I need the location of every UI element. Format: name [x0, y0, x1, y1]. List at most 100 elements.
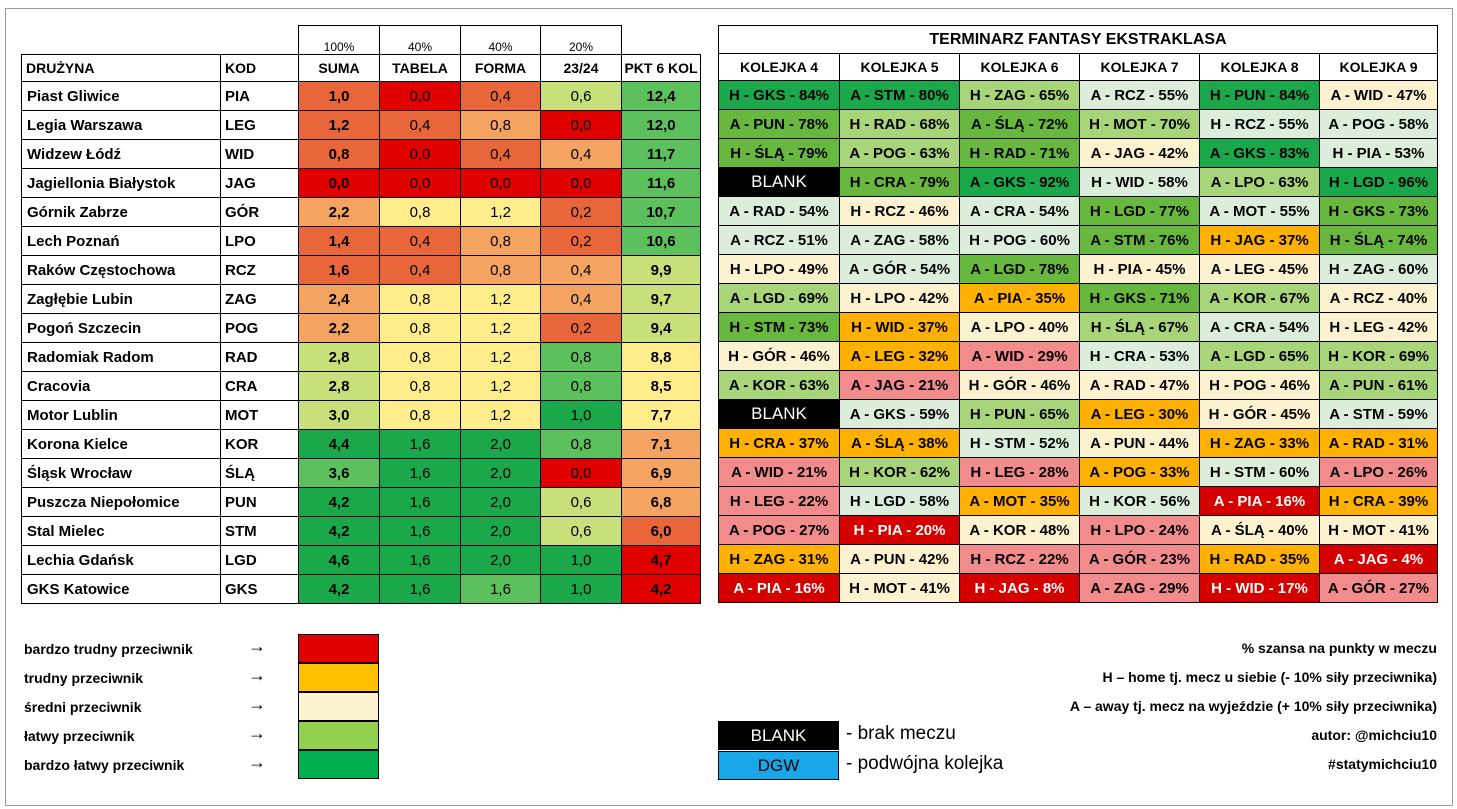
- arrow-icon: →: [248, 752, 266, 772]
- forma-value: 0,8: [460, 226, 541, 256]
- fixture-cell: H - GÓR - 45%: [1199, 399, 1320, 429]
- fixture-cell: H - GKS - 84%: [718, 80, 840, 110]
- dgw-key-box: DGW: [718, 751, 839, 780]
- team-name: Legia Warszawa: [21, 110, 221, 140]
- fixture-cell: H - RCZ - 46%: [839, 196, 960, 226]
- column-header: DRUŻYNA: [21, 54, 221, 82]
- suma-value: 4,4: [298, 429, 380, 459]
- forma-value: 1,2: [460, 313, 541, 343]
- team-name: Radomiak Radom: [21, 342, 221, 372]
- fixture-cell: H - RCZ - 22%: [959, 544, 1080, 574]
- fixture-cell: A - LEG - 45%: [1199, 254, 1320, 284]
- fixture-cell: H - RAD - 35%: [1199, 544, 1320, 574]
- weight-label: 40%: [460, 25, 541, 55]
- legend-color-swatch: [298, 721, 379, 750]
- team-name: Pogoń Szczecin: [21, 313, 221, 343]
- tabela-value: 0,8: [379, 371, 461, 401]
- fixture-cell: A - RCZ - 55%: [1079, 80, 1200, 110]
- team-name: Lechia Gdańsk: [21, 545, 221, 575]
- fixture-cell: A - GKS - 83%: [1199, 138, 1320, 168]
- fixture-cell: H - LEG - 28%: [959, 457, 1080, 487]
- round-header: KOLEJKA 5: [839, 53, 960, 81]
- fixture-cell: H - PUN - 65%: [959, 399, 1080, 429]
- forma-value: 1,2: [460, 400, 541, 430]
- prev-season-value: 0,0: [540, 168, 622, 198]
- fixture-cell: H - GÓR - 46%: [718, 341, 840, 371]
- fixture-cell: H - KOR - 56%: [1079, 486, 1200, 516]
- fixture-row: H - CRA - 37% A - ŚLĄ - 38% H - STM - 52% A…: [718, 428, 1438, 458]
- fixture-cell: A - KOR - 67%: [1199, 283, 1320, 313]
- weight-label: 40%: [379, 25, 461, 55]
- points-6-rounds-value: 11,6: [621, 168, 701, 198]
- fixture-cell: H - PIA - 45%: [1079, 254, 1200, 284]
- suma-value: 2,4: [298, 284, 380, 314]
- empty-head-cell: [221, 26, 299, 55]
- fixture-cell: A - JAG - 42%: [1079, 138, 1200, 168]
- prev-season-value: 0,6: [540, 81, 622, 111]
- points-6-rounds-value: 7,1: [621, 429, 701, 459]
- suma-value: 1,0: [298, 81, 380, 111]
- tabela-value: 1,6: [379, 545, 461, 575]
- forma-value: 0,8: [460, 110, 541, 140]
- team-row: Górnik Zabrze GÓR 2,2 0,8 1,2 0,2 10,7: [21, 197, 701, 227]
- team-code: POG: [220, 313, 299, 343]
- team-row: Korona Kielce KOR 4,4 1,6 2,0 0,8 7,1: [21, 429, 701, 459]
- fixture-cell: H - POG - 60%: [959, 225, 1080, 255]
- fixture-row: H - GÓR - 46% A - LEG - 32% A - WID - 29% H…: [718, 341, 1438, 371]
- fixture-row: A - KOR - 63% A - JAG - 21% H - GÓR - 46% A…: [718, 370, 1438, 400]
- fixture-row: A - POG - 27% H - PIA - 20% A - KOR - 48% H…: [718, 515, 1438, 545]
- fixture-cell: A - STM - 76%: [1079, 225, 1200, 255]
- fixture-cell: A - PIA - 35%: [959, 283, 1080, 313]
- fixture-cell: H - POG - 46%: [1199, 370, 1320, 400]
- weight-label: 100%: [298, 25, 380, 55]
- team-row: Lechia Gdańsk LGD 4,6 1,6 2,0 1,0 4,7: [21, 545, 701, 575]
- fixture-cell: A - STM - 59%: [1319, 399, 1438, 429]
- sheet-frame: [5, 8, 1453, 806]
- prev-season-value: 0,2: [540, 226, 622, 256]
- fixture-cell: A - WID - 21%: [718, 457, 840, 487]
- team-row: Jagiellonia Białystok JAG 0,0 0,0 0,0 0,0 11,6: [21, 168, 701, 198]
- suma-value: 4,2: [298, 516, 380, 546]
- prev-season-value: 0,2: [540, 313, 622, 343]
- round-header: KOLEJKA 4: [718, 53, 840, 81]
- legend-label: łatwy przeciwnik: [24, 727, 135, 744]
- suma-value: 1,2: [298, 110, 380, 140]
- forma-value: 2,0: [460, 429, 541, 459]
- legend-label: średni przeciwnik: [24, 698, 142, 715]
- suma-value: 2,8: [298, 371, 380, 401]
- fixture-row: H - ZAG - 31% A - PUN - 42% H - RCZ - 22% A…: [718, 544, 1438, 574]
- fixture-row: A - PUN - 78% H - RAD - 68% A - ŚLĄ - 72% H…: [718, 109, 1438, 139]
- fixture-cell: A - CRA - 54%: [1199, 312, 1320, 342]
- fixture-cell: H - CRA - 79%: [839, 167, 960, 197]
- fixture-cell: A - WID - 29%: [959, 341, 1080, 371]
- fixture-cell: H - RAD - 71%: [959, 138, 1080, 168]
- points-6-rounds-value: 10,7: [621, 197, 701, 227]
- fixture-row: H - STM - 73% H - WID - 37% A - LPO - 40% H…: [718, 312, 1438, 342]
- empty-head-cell: [22, 26, 221, 55]
- suma-value: 2,2: [298, 313, 380, 343]
- forma-value: 1,2: [460, 342, 541, 372]
- fixture-cell: A - GÓR - 23%: [1079, 544, 1200, 574]
- fixture-cell: H - CRA - 39%: [1319, 486, 1438, 516]
- legend-label: bardzo łatwy przeciwnik: [24, 756, 185, 773]
- fixture-cell: A - PUN - 42%: [839, 544, 960, 574]
- team-row: Cracovia CRA 2,8 0,8 1,2 0,8 8,5: [21, 371, 701, 401]
- fixture-cell: H - RAD - 68%: [839, 109, 960, 139]
- fixture-cell: A - PIA - 16%: [1199, 486, 1320, 516]
- forma-value: 2,0: [460, 545, 541, 575]
- team-name: Cracovia: [21, 371, 221, 401]
- team-code: JAG: [220, 168, 299, 198]
- legend-color-swatch: [298, 750, 379, 779]
- weight-label: 20%: [540, 25, 622, 55]
- fixture-cell: A - JAG - 4%: [1319, 544, 1438, 574]
- team-row: Lech Poznań LPO 1,4 0,4 0,8 0,2 10,6: [21, 226, 701, 256]
- fixture-cell: H - LEG - 22%: [718, 486, 840, 516]
- fixture-cell: A - LPO - 26%: [1319, 457, 1438, 487]
- fixture-cell: A - LEG - 30%: [1079, 399, 1200, 429]
- fixture-cell: H - WID - 37%: [839, 312, 960, 342]
- fixture-row: A - RCZ - 51% A - ZAG - 58% H - POG - 60% A…: [718, 225, 1438, 255]
- tabela-value: 1,6: [379, 458, 461, 488]
- round-header: KOLEJKA 6: [959, 53, 1080, 81]
- fixture-cell: A - RAD - 31%: [1319, 428, 1438, 458]
- suma-value: 3,0: [298, 400, 380, 430]
